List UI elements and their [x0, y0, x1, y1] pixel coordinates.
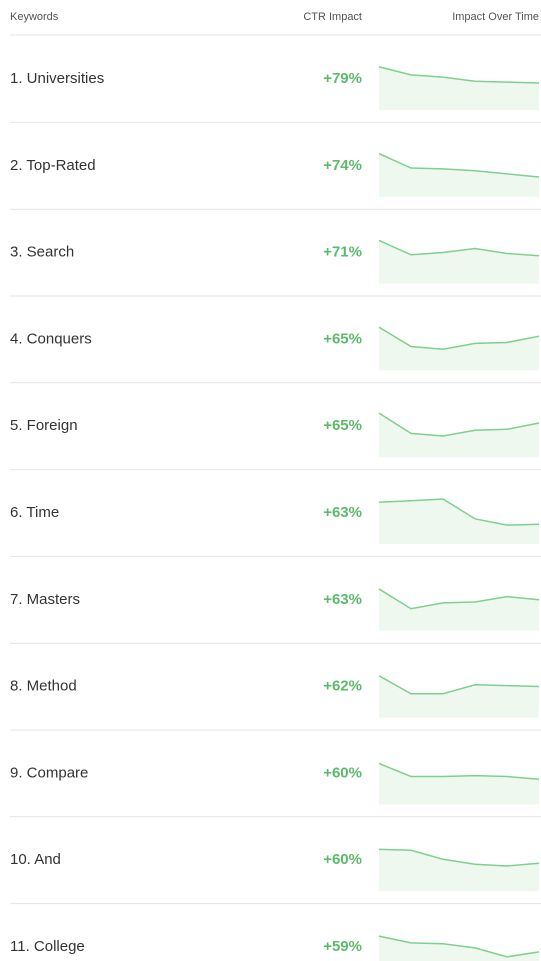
ctr-impact: +59% [323, 938, 362, 955]
keyword: 2. Top-Rated [10, 157, 96, 174]
sparkline-area [379, 675, 539, 718]
keyword: 5. Foreign [10, 417, 78, 434]
keyword: 6. Time [10, 504, 59, 521]
header-trend: Impact Over Time [452, 11, 539, 23]
ctr-impact: +79% [323, 70, 362, 87]
sparkline [378, 326, 540, 351]
ctr-impact: +62% [323, 678, 362, 695]
sparkline [378, 152, 540, 178]
sparkline-area [379, 153, 539, 197]
sparkline [378, 66, 540, 84]
keyword: 3. Search [10, 244, 74, 261]
keyword: 1. Universities [10, 70, 104, 87]
keyword: 7. Masters [10, 591, 80, 608]
header-impact: CTR Impact [303, 11, 362, 23]
keyword: 10. And [10, 851, 61, 868]
sparkline-area [379, 499, 539, 544]
sparkline [378, 675, 540, 695]
keyword: 8. Method [10, 678, 77, 695]
sparkline [378, 848, 540, 867]
sparkline [378, 412, 540, 437]
ctr-impact: +63% [323, 504, 362, 521]
keyword: 4. Conquers [10, 330, 92, 347]
ctr-impact: +71% [323, 244, 362, 261]
sparkline [378, 588, 540, 610]
ctr-impact: +60% [323, 851, 362, 868]
sparkline-area [379, 66, 539, 110]
ctr-impact: +65% [323, 417, 362, 434]
keyword: 9. Compare [10, 764, 88, 781]
sparkline-area [379, 588, 539, 631]
sparkline [378, 239, 540, 257]
ctr-impact: +60% [323, 764, 362, 781]
keyword: 11. College [10, 938, 85, 955]
ctr-impact: +65% [323, 330, 362, 347]
ctr-impact: +63% [323, 591, 362, 608]
sparkline-area [379, 763, 539, 805]
sparkline [378, 498, 540, 526]
sparkline-area [379, 936, 539, 961]
sparkline-area [379, 849, 539, 892]
sparkline-area [379, 240, 539, 284]
sparkline [378, 762, 540, 780]
header-keyword: Keywords [10, 11, 59, 23]
sparkline-area [379, 413, 539, 458]
sparkline-area [379, 327, 539, 371]
sparkline [378, 935, 540, 958]
ctr-impact: +74% [323, 157, 362, 174]
